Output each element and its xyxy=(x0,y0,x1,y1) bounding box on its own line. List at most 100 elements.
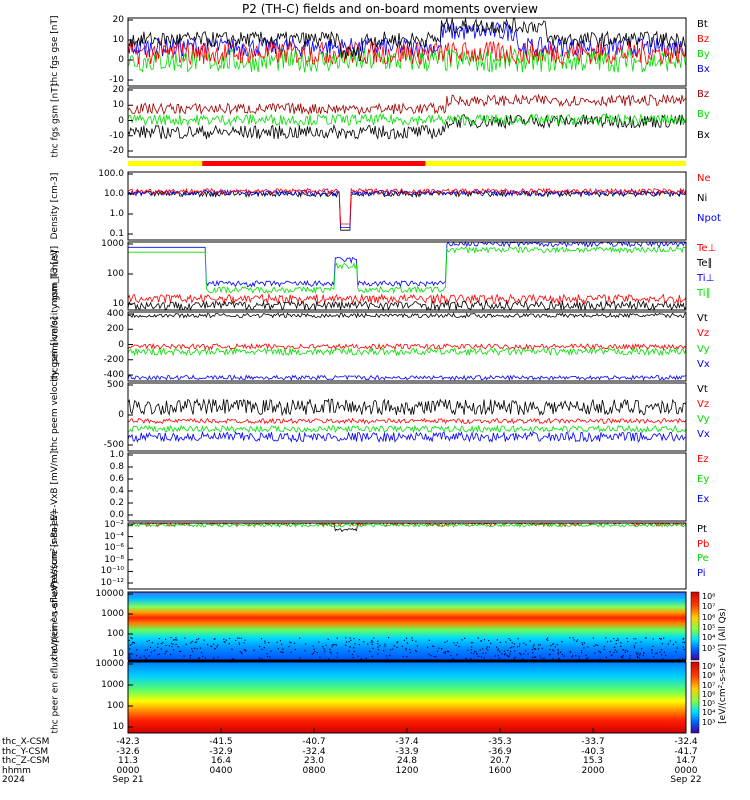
panel-frame-4 xyxy=(127,311,687,382)
xaxis-value: -42.3 xyxy=(116,737,140,747)
ytick-label: 1.0 xyxy=(109,209,124,219)
panel-ylabel: thc peem velocity gsm [km/s] xyxy=(50,316,60,451)
xaxis-value: 2000 xyxy=(581,765,605,776)
xaxis-value: -35.3 xyxy=(488,737,512,747)
xaxis-row-label: thc_X-CSM xyxy=(2,737,50,747)
legend-entry: Bt xyxy=(697,19,708,30)
ytick-label: 0.8 xyxy=(109,462,124,472)
legend-entry: Bz xyxy=(697,34,710,45)
ytick-label: 0.1 xyxy=(109,229,124,239)
ytick-label: 1000 xyxy=(101,680,124,690)
colorbar-tick: 10³ xyxy=(702,643,716,653)
ytick-label: -200 xyxy=(103,354,124,365)
xaxis-value: 23.0 xyxy=(303,756,325,766)
ytick-label: 0.6 xyxy=(109,474,124,484)
legend-entry: Bx xyxy=(697,129,710,141)
series-line xyxy=(127,522,687,528)
electron-spectrogram xyxy=(128,662,686,733)
ytick-label: 0.0 xyxy=(109,510,124,520)
ytick-label: -10 xyxy=(109,75,124,85)
panel-ylabel: thc fgs gsm [nT] xyxy=(50,83,60,157)
xaxis-value: -32.4 xyxy=(674,737,698,747)
series-line xyxy=(127,93,687,116)
colorbar-tick: 10⁶ xyxy=(702,612,716,622)
legend-entry: By xyxy=(697,109,710,121)
ytick-label: -500 xyxy=(103,440,124,450)
panel-frame-7 xyxy=(127,522,687,590)
xaxis-value: -32.4 xyxy=(302,746,326,757)
colorbar-tick: 10⁶ xyxy=(702,689,716,699)
ytick-label: 10⁻¹⁰ xyxy=(100,566,124,577)
xaxis-value: -40.3 xyxy=(581,746,605,757)
colorbar-tick: 10⁸ xyxy=(702,592,716,601)
plot-title: P2 (TH-C) fields and on-board moments ov… xyxy=(242,2,538,16)
xaxis-value: -36.9 xyxy=(488,746,512,757)
ytick-label: 200 xyxy=(106,324,124,335)
ytick-label: 100.0 xyxy=(98,169,124,179)
legend-entry: Ex xyxy=(697,494,710,505)
xaxis-value: 0000 xyxy=(674,765,698,776)
series-line xyxy=(127,424,687,434)
colorbar-1 xyxy=(690,661,700,734)
ytick-label: 400 xyxy=(106,309,124,319)
series-line xyxy=(128,246,687,295)
legend-entry: Vt xyxy=(697,384,708,395)
ytick-label: 0 xyxy=(118,115,124,126)
xaxis-value: 16.4 xyxy=(210,756,232,766)
colorbar-tick: 10⁹ xyxy=(702,662,716,671)
series-line xyxy=(127,188,687,228)
series-line xyxy=(127,312,686,319)
legend-entry: Pb xyxy=(697,538,710,550)
legend-entry: By xyxy=(697,49,710,60)
legend-entry: Vy xyxy=(697,414,710,425)
panel-frame-6 xyxy=(127,452,687,522)
legend-entry: Vx xyxy=(697,429,710,440)
xaxis-row-label: 2024 xyxy=(2,775,25,785)
legend-entry: Te⊥ xyxy=(697,243,717,254)
series-line xyxy=(128,240,687,288)
panel-frame-0 xyxy=(127,17,687,87)
xaxis-value: 15.3 xyxy=(582,756,604,766)
ytick-label: 10⁻² xyxy=(104,520,124,530)
legend-entry: Pe xyxy=(697,553,709,564)
xaxis-value: -41.5 xyxy=(209,737,233,747)
ytick-label: 10 xyxy=(112,35,124,45)
xaxis-value: -40.7 xyxy=(302,737,326,747)
xaxis-value: -37.4 xyxy=(395,737,419,747)
xaxis-value: 1600 xyxy=(488,765,512,776)
xaxis-value: -33.7 xyxy=(581,737,605,747)
series-line xyxy=(127,48,687,73)
ytick-label: 500 xyxy=(106,380,124,390)
colorbar-label: [eV/(cm²-s-sr-eV)] (All Qs) xyxy=(718,608,728,724)
ytick-label: -10 xyxy=(109,130,124,141)
series-line xyxy=(127,189,687,231)
panel-ylabel: thc peer en eflux eV/(cm²-s-sr-eV) xyxy=(50,580,60,733)
ytick-label: 10⁻⁸ xyxy=(104,554,124,565)
colorbar-tick: 10³ xyxy=(702,717,716,727)
xaxis-value: 11.3 xyxy=(117,756,139,766)
ytick-label: 1000 xyxy=(101,239,124,249)
xaxis-value: 0000 xyxy=(116,765,140,776)
xaxis-value: -32.6 xyxy=(116,746,140,757)
legend-entry: Vz xyxy=(697,328,710,340)
series-line xyxy=(127,112,687,140)
legend-entry: Ne xyxy=(697,173,711,184)
colorbar-tick: 10⁴ xyxy=(702,633,716,643)
ytick-label: 0.2 xyxy=(109,498,124,508)
legend-entry: Ni xyxy=(697,193,708,204)
ytick-label: 10 xyxy=(112,299,124,309)
panel-ylabel: Density [cm-3] xyxy=(50,172,60,240)
series-line xyxy=(127,374,687,381)
panel-frame-5 xyxy=(127,382,687,452)
ytick-label: 10⁻⁶ xyxy=(104,543,124,554)
series-line xyxy=(127,417,687,425)
ion-spectrogram xyxy=(128,592,686,660)
xaxis-value: 14.7 xyxy=(675,756,697,766)
xaxis-value: -33.9 xyxy=(395,746,419,757)
panel-frame-1 xyxy=(127,87,687,158)
legend-entry: Pi xyxy=(697,567,706,579)
legend-entry: Bz xyxy=(697,89,710,100)
series-line xyxy=(127,40,687,66)
xaxis-value: 24.8 xyxy=(396,756,418,766)
